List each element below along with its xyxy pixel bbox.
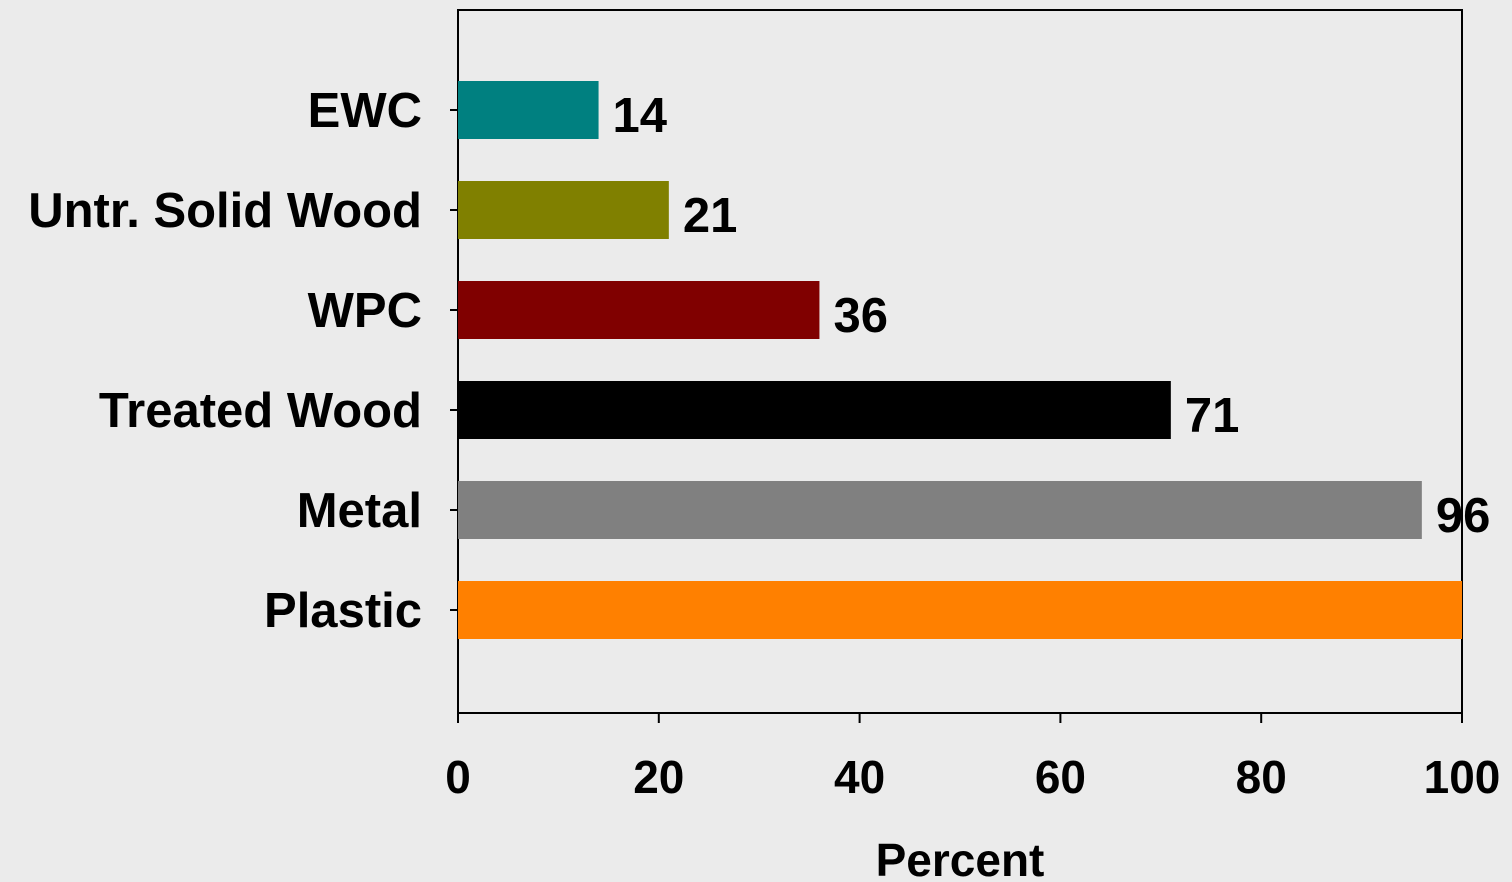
x-tick-label-1: 20 — [633, 751, 684, 803]
x-axis-title: Percent — [876, 834, 1045, 882]
value-label-0: 14 — [613, 89, 668, 143]
bar-4 — [458, 481, 1422, 539]
bar-5 — [458, 581, 1462, 639]
value-label-1: 21 — [683, 189, 738, 243]
value-label-4: 96 — [1436, 489, 1491, 543]
value-label-3: 71 — [1185, 389, 1240, 443]
category-label-1: Untr. Solid Wood — [28, 184, 422, 238]
category-label-3: Treated Wood — [99, 384, 422, 438]
x-tick-label-2: 40 — [834, 751, 885, 803]
category-label-5: Plastic — [264, 584, 422, 638]
x-tick-label-0: 0 — [445, 751, 471, 803]
x-tick-label-3: 60 — [1035, 751, 1086, 803]
x-tick-label-4: 80 — [1236, 751, 1287, 803]
category-label-2: WPC — [308, 284, 422, 338]
value-label-2: 36 — [833, 289, 888, 343]
bar-0 — [458, 81, 599, 139]
bar-3 — [458, 381, 1171, 439]
x-tick-label-5: 100 — [1424, 751, 1501, 803]
category-label-0: EWC — [308, 84, 422, 138]
bar-2 — [458, 281, 820, 339]
bar-1 — [458, 181, 669, 239]
category-label-4: Metal — [297, 484, 422, 538]
